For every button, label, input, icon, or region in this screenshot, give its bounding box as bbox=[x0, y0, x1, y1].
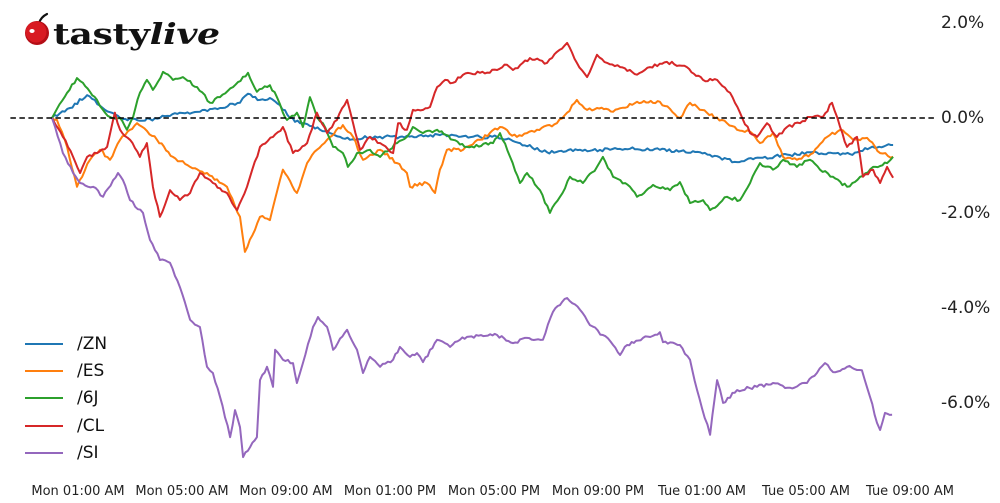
x-tick-label: Mon 01:00 PM bbox=[343, 484, 437, 499]
legend-label: /ES bbox=[77, 361, 105, 382]
legend-item-6j: /6J bbox=[25, 385, 107, 412]
y-tick-label: -2.0% bbox=[941, 202, 991, 223]
legend-swatch bbox=[25, 451, 63, 454]
legend-swatch bbox=[25, 343, 63, 346]
x-tick-label: Mon 09:00 PM bbox=[551, 484, 645, 499]
series-line-cl bbox=[51, 41, 894, 218]
cherry-icon bbox=[25, 12, 49, 45]
series-line-si bbox=[51, 117, 893, 459]
series-line-zn bbox=[51, 92, 894, 164]
x-tick-label: Mon 09:00 AM bbox=[239, 484, 333, 499]
legend-item-es: /ES bbox=[25, 358, 107, 385]
legend-item-si: /SI bbox=[25, 439, 107, 466]
y-tick-label: 2.0% bbox=[941, 12, 985, 33]
legend-swatch bbox=[25, 397, 63, 400]
x-tick-label: Tue 09:00 AM bbox=[865, 484, 955, 499]
brand-wordmark: tastylive bbox=[53, 20, 220, 49]
legend-swatch bbox=[25, 370, 63, 373]
y-tick-label: 0.0% bbox=[941, 107, 985, 128]
x-tick-label: Mon 05:00 AM bbox=[135, 484, 229, 499]
legend-label: /SI bbox=[77, 442, 99, 463]
legend-label: /ZN bbox=[77, 334, 108, 355]
x-tick-label: Mon 05:00 PM bbox=[447, 484, 541, 499]
series-line-6j bbox=[51, 70, 894, 214]
wordmark-italic: live bbox=[149, 17, 221, 51]
y-tick-label: -4.0% bbox=[941, 297, 991, 318]
y-tick-label: -6.0% bbox=[941, 392, 991, 413]
legend-item-zn: /ZN bbox=[25, 331, 107, 358]
x-tick-label: Mon 01:00 AM bbox=[31, 484, 125, 499]
legend-item-cl: /CL bbox=[25, 412, 107, 439]
legend-label: /CL bbox=[77, 415, 105, 436]
wordmark-bold: tasty bbox=[53, 17, 150, 51]
chart-legend: /ZN /ES /6J /CL /SI bbox=[25, 331, 107, 467]
x-tick-label: Tue 05:00 AM bbox=[761, 484, 851, 499]
legend-label: /6J bbox=[77, 388, 99, 409]
x-tick-label: Tue 01:00 AM bbox=[657, 484, 747, 499]
legend-swatch bbox=[25, 424, 63, 427]
